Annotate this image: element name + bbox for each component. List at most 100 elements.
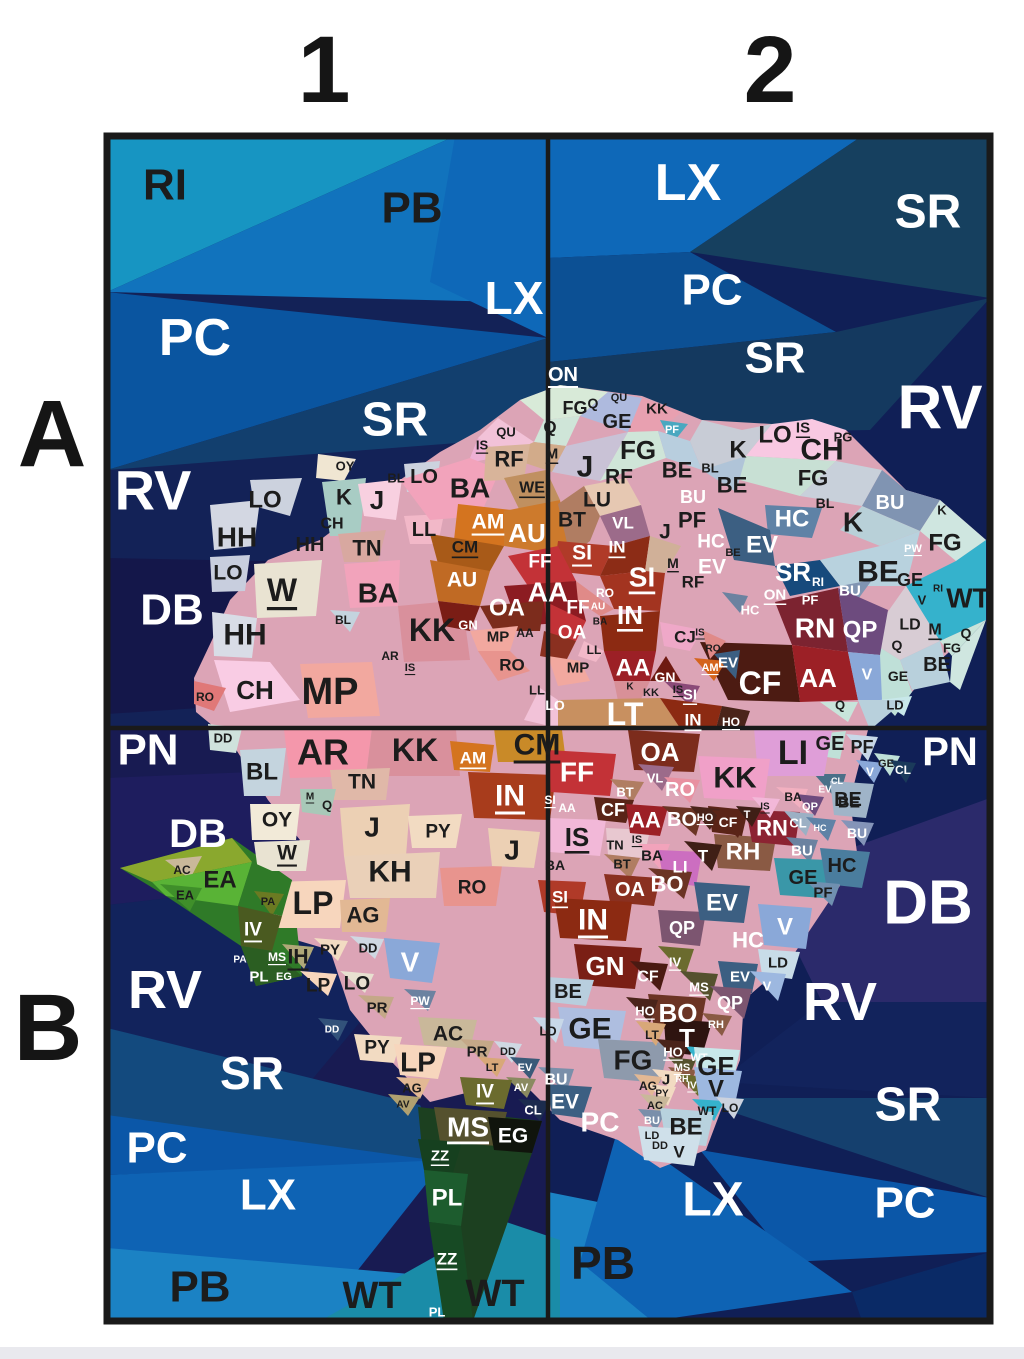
pattern-cell — [800, 461, 882, 506]
cell-code-label: SI — [683, 687, 697, 704]
pattern-cell — [344, 852, 440, 898]
cell-code-label: LD — [768, 955, 788, 972]
cell-code-label: LL — [529, 683, 545, 698]
cell-code-label: MS — [689, 980, 709, 995]
pattern-cell — [656, 1039, 690, 1063]
cell-code-label: DD — [325, 1025, 339, 1036]
pattern-cell — [645, 536, 681, 573]
cell-code-label: BO — [667, 809, 697, 831]
pattern-cell — [210, 500, 260, 550]
cell-code-label: IN — [578, 904, 608, 937]
pattern-cell — [684, 841, 722, 871]
cell-code-label: WT — [698, 1104, 717, 1118]
cell-code-label: J — [659, 521, 671, 544]
cell-code-label: PF — [678, 508, 706, 533]
pattern-cell — [664, 681, 700, 706]
cell-code-label: AA — [799, 663, 837, 693]
cell-code-label: SR — [895, 186, 962, 239]
pattern-cell — [107, 136, 505, 302]
row-header-B: B — [14, 975, 83, 1081]
cell-code-label: K — [937, 503, 947, 518]
cell-code-label: LD — [539, 1024, 556, 1039]
pattern-cell — [544, 601, 586, 641]
pattern-cell — [762, 798, 990, 1002]
cell-code-label: OA — [489, 595, 525, 622]
pattern-cell — [358, 995, 394, 1019]
pattern-cell — [384, 938, 440, 983]
pattern-cell — [300, 789, 336, 816]
cell-code-label: GN — [458, 618, 478, 633]
cell-code-label: HH — [217, 522, 257, 553]
cell-code-label: BL — [816, 495, 835, 511]
cell-code-label: PN — [117, 726, 178, 775]
cell-code-label: LP — [306, 976, 331, 997]
cell-code-label: CF — [601, 800, 625, 820]
cell-code-label: AA — [516, 626, 534, 640]
pattern-cell — [660, 698, 722, 728]
pattern-cell — [254, 560, 322, 618]
cell-code-label: PG — [834, 430, 853, 445]
cell-code-label: CL — [831, 776, 843, 786]
cell-code-label: IS — [695, 628, 705, 639]
cell-code-label: LO — [545, 697, 565, 713]
cell-code-label: HO — [663, 1045, 683, 1060]
cell-code-label: SR — [875, 1079, 942, 1132]
cell-code-label: IV — [244, 920, 262, 941]
pattern-cell — [552, 432, 628, 481]
cell-code-label: LL — [587, 643, 602, 657]
pattern-cell — [690, 420, 772, 470]
cell-code-label: FF — [566, 598, 589, 619]
cell-code-label: T — [698, 847, 709, 866]
cell-code-label: GE — [697, 1051, 735, 1081]
pattern-cell — [846, 734, 878, 761]
pattern-cell — [484, 444, 530, 481]
cell-code-label: PC — [681, 266, 742, 315]
pattern-cell — [890, 760, 916, 783]
cell-code-label: LX — [655, 154, 722, 212]
pattern-cell — [440, 866, 502, 906]
cell-code-label: EV — [518, 1062, 533, 1074]
cell-code-label: LD — [886, 698, 903, 713]
cell-code-label: J — [577, 451, 594, 484]
cell-code-label: RO — [499, 656, 525, 675]
cell-code-label: PC — [159, 309, 231, 367]
pattern-cell — [660, 420, 688, 444]
pattern-cell — [626, 804, 668, 836]
pattern-cell — [344, 560, 400, 608]
cell-code-label: AA — [528, 577, 568, 608]
pattern-cell — [418, 1139, 462, 1173]
cell-code-label: T — [679, 1023, 695, 1053]
pattern-cell — [470, 626, 518, 651]
cell-code-label: BE — [857, 556, 899, 589]
pattern-cell — [638, 1109, 666, 1131]
cell-code-label: KK — [643, 687, 659, 699]
cell-code-label: LI — [778, 734, 808, 772]
cell-code-label: RI — [143, 161, 187, 210]
cell-code-label: CH — [800, 434, 843, 467]
cell-code-label: TN — [352, 536, 381, 561]
cell-code-label: SI — [552, 888, 568, 907]
pattern-cell — [330, 768, 390, 800]
cell-code-label: BU — [791, 843, 813, 860]
pattern-cell — [107, 1160, 445, 1280]
cell-code-label: J — [370, 485, 384, 515]
cell-code-label: AV — [514, 1082, 529, 1094]
pattern-cell — [254, 891, 284, 916]
pattern-cell — [558, 486, 600, 556]
cell-code-label: LP — [400, 1047, 436, 1078]
cell-code-label: LO — [758, 422, 791, 449]
pattern-cell — [340, 971, 374, 993]
cell-code-label: BU — [644, 1115, 660, 1127]
cell-code-label: LT — [607, 696, 644, 732]
cell-code-label: VL — [647, 771, 664, 786]
pattern-cell — [658, 946, 694, 976]
pattern-cell — [626, 997, 658, 1023]
cell-code-label: WT — [342, 1275, 401, 1317]
cell-code-label: PF — [813, 885, 832, 902]
page-bottom-strip — [0, 1347, 1024, 1359]
cell-code-label: WE — [519, 480, 545, 497]
cell-code-label: RO — [596, 586, 614, 600]
cell-code-label: BU — [544, 1072, 567, 1089]
pattern-cell — [388, 1094, 420, 1116]
cell-code-label: RV — [897, 374, 982, 443]
